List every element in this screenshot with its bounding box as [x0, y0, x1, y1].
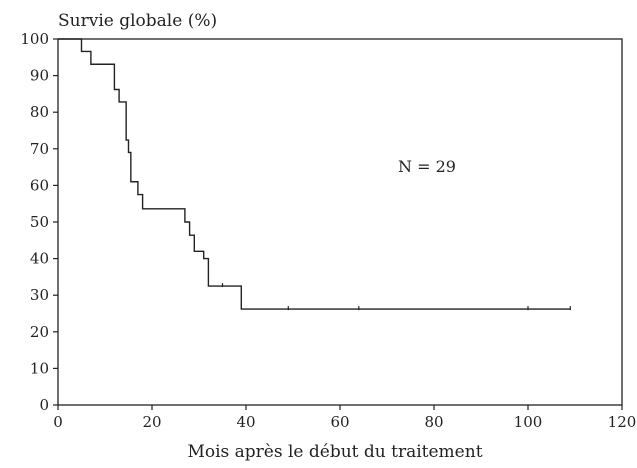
- x-tick-label: 80: [424, 413, 443, 431]
- x-tick-label: 120: [608, 413, 637, 431]
- y-tick-label: 80: [30, 103, 49, 121]
- sample-size-annotation: N = 29: [398, 157, 456, 176]
- x-tick-label: 40: [236, 413, 255, 431]
- x-tick-label: 100: [514, 413, 543, 431]
- y-tick-label: 60: [30, 176, 49, 194]
- y-tick-label: 40: [30, 250, 49, 268]
- x-axis-title: Mois après le début du traitement: [187, 442, 482, 462]
- y-tick-label: 0: [39, 396, 49, 414]
- y-tick-label: 70: [30, 140, 49, 158]
- y-axis-title: Survie globale (%): [58, 11, 217, 31]
- x-axis: 0 20 40 60 80 100 120: [53, 405, 636, 431]
- y-tick-label: 50: [30, 213, 49, 231]
- survival-series: [58, 38, 571, 311]
- y-tick-label: 10: [30, 359, 49, 377]
- y-tick-label: 100: [20, 30, 49, 48]
- plot-frame: [57, 38, 623, 406]
- y-axis: 0 10 20 30 40 50 60 70 80 90 100: [20, 30, 58, 414]
- x-tick-label: 0: [53, 413, 63, 431]
- x-tick-label: 60: [330, 413, 349, 431]
- y-tick-label: 20: [30, 323, 49, 341]
- y-tick-label: 90: [30, 67, 49, 85]
- x-tick-label: 20: [142, 413, 161, 431]
- y-tick-label: 30: [30, 286, 49, 304]
- survival-curve: [58, 38, 571, 310]
